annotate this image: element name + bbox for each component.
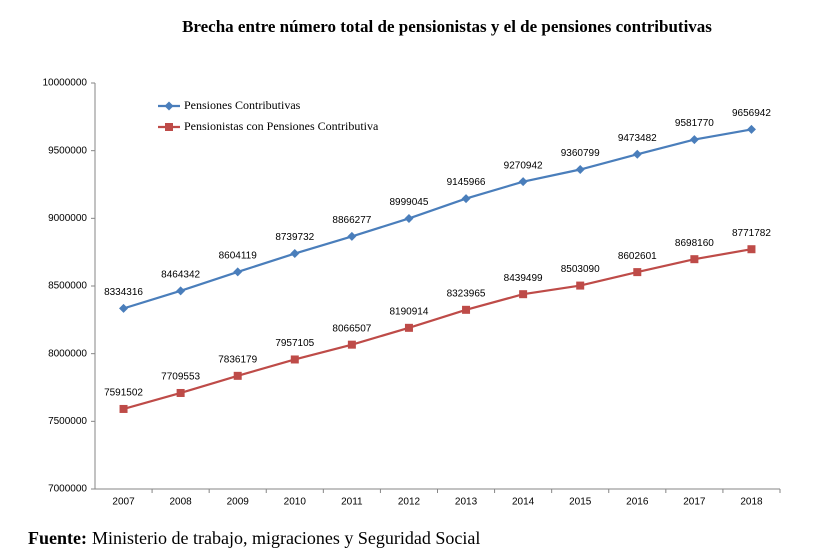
x-tick-label: 2009 (227, 497, 250, 508)
data-point (575, 165, 585, 175)
data-point (576, 281, 585, 290)
chart-title: Brecha entre número total de pensionista… (182, 17, 712, 36)
data-point (747, 245, 756, 254)
y-tick-label: 8000000 (48, 348, 87, 359)
data-label: 8066507 (332, 323, 371, 334)
x-tick-label: 2018 (740, 497, 763, 508)
data-point (176, 388, 185, 397)
legend-label: Pensionistas con Pensiones Contributiva (184, 119, 379, 133)
data-label: 9145966 (447, 177, 486, 188)
legend-label: Pensiones Contributivas (184, 98, 301, 112)
y-tick-label: 10000000 (43, 78, 88, 89)
data-label: 9360799 (561, 148, 600, 159)
data-point (347, 231, 357, 241)
data-point (404, 213, 414, 223)
data-point (233, 267, 243, 277)
data-point (404, 323, 413, 332)
data-label: 8323965 (447, 288, 486, 299)
data-point (632, 149, 642, 159)
data-point (690, 255, 699, 264)
x-tick-label: 2017 (683, 497, 706, 508)
data-point (233, 371, 242, 380)
source-label: Fuente: (28, 528, 87, 548)
y-tick-label: 9000000 (48, 213, 87, 224)
data-label: 8334316 (104, 287, 143, 298)
data-point (119, 404, 128, 413)
data-point (461, 194, 471, 204)
data-label: 8464342 (161, 269, 200, 280)
data-point (519, 290, 528, 299)
data-label: 7836179 (218, 354, 257, 365)
y-tick-label: 8500000 (48, 281, 87, 292)
x-tick-label: 2012 (398, 497, 421, 508)
data-label: 8602601 (618, 251, 657, 262)
y-tick-label: 7000000 (48, 484, 87, 495)
data-point (633, 268, 642, 277)
data-point (518, 177, 528, 187)
data-label: 8604119 (219, 251, 258, 262)
x-tick-label: 2008 (170, 497, 193, 508)
data-point (746, 124, 756, 134)
data-label: 7957105 (275, 338, 314, 349)
legend-marker (165, 123, 173, 131)
x-tick-label: 2011 (341, 497, 363, 508)
x-tick-label: 2015 (569, 497, 592, 508)
data-label: 9270942 (504, 160, 543, 171)
data-label: 7591502 (104, 388, 143, 399)
data-label: 8771782 (732, 228, 771, 239)
data-label: 8866277 (332, 215, 371, 226)
data-point (176, 286, 186, 296)
data-point (462, 305, 471, 314)
x-tick-label: 2010 (284, 497, 307, 508)
x-tick-label: 2013 (455, 497, 478, 508)
source-text: Ministerio de trabajo, migraciones y Seg… (92, 528, 480, 548)
data-label: 8190914 (389, 306, 428, 317)
data-point (119, 303, 129, 313)
x-tick-label: 2016 (626, 497, 649, 508)
x-tick-label: 2014 (512, 497, 535, 508)
data-label: 9473482 (618, 133, 657, 144)
data-label: 8503090 (561, 264, 600, 275)
data-label: 7709553 (161, 372, 200, 383)
legend-marker (164, 101, 174, 111)
x-tick-label: 2007 (112, 497, 135, 508)
data-point (290, 355, 299, 364)
data-label: 8439499 (504, 273, 543, 284)
series-line (123, 248, 752, 411)
data-label: 8739732 (275, 232, 314, 243)
data-point (290, 249, 300, 259)
series-line (123, 128, 752, 310)
data-label: 8698160 (675, 238, 714, 249)
data-label: 8999045 (389, 197, 428, 208)
data-point (689, 135, 699, 145)
y-tick-label: 9500000 (48, 145, 87, 156)
data-point (347, 340, 356, 349)
data-label: 9656942 (732, 108, 771, 119)
y-tick-label: 7500000 (48, 416, 87, 427)
source: Fuente: Ministerio de trabajo, migracione… (28, 528, 480, 548)
data-label: 9581770 (675, 118, 714, 129)
